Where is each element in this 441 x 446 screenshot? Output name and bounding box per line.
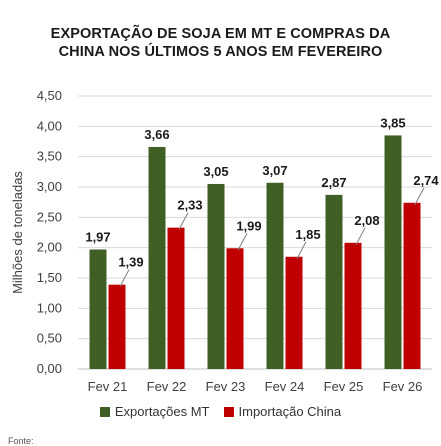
data-label-imports: 2,08 bbox=[354, 213, 379, 228]
bar-exports bbox=[384, 135, 402, 369]
bar-imports bbox=[167, 227, 185, 369]
y-tick-label: 3,50 bbox=[37, 149, 62, 164]
chart-title-line2: CHINA NOS ÚLTIMOS 5 ANOS EM FEVEREIRO bbox=[58, 44, 383, 60]
legend-swatch-exports bbox=[99, 406, 110, 417]
legend-item-exports: Exportações MT bbox=[99, 404, 210, 419]
y-tick-label: 4,00 bbox=[37, 118, 62, 133]
y-tick-label: 3,00 bbox=[37, 179, 62, 194]
x-tick-label: Fev 22 bbox=[147, 379, 187, 394]
y-tick-label: 0,00 bbox=[37, 361, 62, 376]
y-tick-label: 0,50 bbox=[37, 331, 62, 346]
bar-exports bbox=[266, 182, 284, 369]
x-tick-label: Fev 25 bbox=[324, 379, 364, 394]
bar-exports bbox=[325, 194, 343, 369]
data-label-exports: 2,87 bbox=[321, 175, 346, 190]
legend-label-imports: Importação China bbox=[238, 404, 342, 419]
leader-line-imports bbox=[119, 269, 130, 287]
chart-title-line1: EXPORTAÇÃO DE SOJA EM MT E COMPRAS DA bbox=[50, 26, 391, 42]
bar-exports bbox=[89, 249, 107, 369]
data-label-imports: 2,33 bbox=[177, 198, 202, 213]
source-footnote: Fonte: bbox=[8, 436, 34, 446]
data-label-exports: 3,07 bbox=[262, 163, 287, 178]
bar-imports bbox=[108, 284, 126, 369]
x-tick-label: Fev 24 bbox=[265, 379, 305, 394]
leader-line-imports bbox=[355, 227, 366, 246]
data-label-exports: 3,05 bbox=[203, 164, 228, 179]
data-label-imports: 2,74 bbox=[413, 173, 439, 188]
bar-exports bbox=[148, 146, 166, 369]
bar-imports bbox=[285, 256, 303, 369]
bar-exports bbox=[207, 183, 225, 369]
leader-line-imports bbox=[414, 187, 425, 206]
chart-legend: Exportações MT Importação China bbox=[0, 404, 441, 419]
bar-imports bbox=[226, 248, 244, 369]
data-label-imports: 1,39 bbox=[118, 255, 143, 270]
legend-swatch-imports bbox=[223, 406, 234, 417]
data-label-imports: 1,85 bbox=[295, 227, 320, 242]
leader-line-imports bbox=[237, 233, 248, 251]
x-tick-label: Fev 23 bbox=[206, 379, 246, 394]
y-tick-label: 4,50 bbox=[37, 88, 62, 103]
chart-plot: 0,00 0,50 1,00 1,50 2,00 2,50 3,00 3,50 4,00 4,50… bbox=[10, 88, 439, 394]
y-tick-label: 2,00 bbox=[37, 240, 62, 255]
leader-line-imports bbox=[178, 212, 189, 230]
bar-imports bbox=[403, 202, 421, 369]
x-tick-label: Fev 21 bbox=[88, 379, 128, 394]
leader-line-imports bbox=[296, 241, 307, 260]
x-tick-label: Fev 26 bbox=[383, 379, 423, 394]
bar-imports bbox=[344, 242, 362, 369]
data-label-exports: 3,85 bbox=[380, 115, 405, 130]
y-axis-label: Milhões de toneladas bbox=[10, 171, 25, 294]
y-tick-label: 1,50 bbox=[37, 270, 62, 285]
y-tick-label: 2,50 bbox=[37, 209, 62, 224]
legend-label-exports: Exportações MT bbox=[114, 404, 210, 419]
y-tick-label: 1,00 bbox=[37, 300, 62, 315]
legend-item-imports: Importação China bbox=[223, 404, 342, 419]
data-label-exports: 1,97 bbox=[85, 229, 110, 244]
data-label-exports: 3,66 bbox=[144, 127, 169, 142]
data-label-imports: 1,99 bbox=[236, 218, 261, 233]
